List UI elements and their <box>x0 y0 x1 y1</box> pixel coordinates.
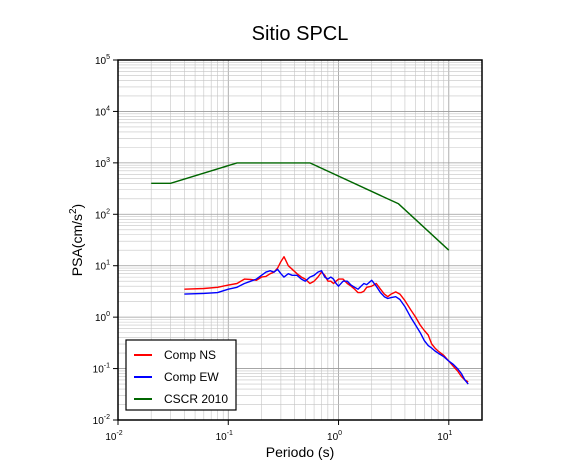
y-tick-label: 101 <box>95 260 110 273</box>
y-tick-label: 100 <box>95 311 110 324</box>
y-tick-base: 10 <box>93 416 105 427</box>
x-tick-base: 10 <box>216 432 228 443</box>
plot-frame <box>117 59 483 421</box>
y-tick-exp: 0 <box>106 311 110 318</box>
series-line-cscr <box>151 162 450 251</box>
x-tick-exp: -2 <box>116 430 122 437</box>
y-axis-label-base: PSA(cm/s <box>69 214 85 276</box>
series-lines <box>151 162 469 385</box>
y-tick-label: 103 <box>95 157 110 170</box>
y-tick-base: 10 <box>95 262 107 273</box>
x-axis-label: Periodo (s) <box>266 444 334 460</box>
y-tick-exp: 2 <box>106 208 110 215</box>
legend-label-cscr: CSCR 2010 <box>164 392 228 406</box>
y-tick-label: 105 <box>95 54 110 67</box>
y-tick-base: 10 <box>95 210 107 221</box>
legend-label-ew: Comp EW <box>164 370 219 384</box>
y-tick-exp: 3 <box>106 157 110 164</box>
y-tick-base: 10 <box>95 159 107 170</box>
x-tick-label: 101 <box>437 430 452 443</box>
y-tick-exp: 5 <box>106 54 110 61</box>
y-tick-label: 102 <box>95 208 110 221</box>
x-tick-label: 10-2 <box>105 430 122 443</box>
x-tick-label: 100 <box>327 430 342 443</box>
x-tick-base: 10 <box>437 432 449 443</box>
x-tick-exp: -1 <box>227 430 233 437</box>
y-axis-label-close: ) <box>69 204 85 209</box>
y-axis-label-exp: 2 <box>68 208 79 214</box>
chart-title: Sitio SPCL <box>252 23 349 45</box>
y-tick-label: 10-2 <box>93 414 110 427</box>
y-tick-base: 10 <box>95 56 107 67</box>
y-tick-exp: 4 <box>106 105 110 112</box>
y-tick-exp: -1 <box>104 363 110 370</box>
legend-label-ns: Comp NS <box>164 348 216 362</box>
x-tick-base: 10 <box>327 432 339 443</box>
y-tick-label: 104 <box>95 105 110 118</box>
y-tick-base: 10 <box>93 365 105 376</box>
legend: Comp NS Comp EW CSCR 2010 <box>125 339 237 411</box>
y-tick-exp: -2 <box>104 414 110 421</box>
x-tick-base: 10 <box>105 432 117 443</box>
x-tick-label: 10-1 <box>216 430 233 443</box>
y-tick-exp: 1 <box>106 260 110 267</box>
series-line-ew <box>184 268 469 385</box>
y-tick-base: 10 <box>95 313 107 324</box>
y-tick-base: 10 <box>95 107 107 118</box>
x-tick-exp: 1 <box>448 430 452 437</box>
x-tick-exp: 0 <box>338 430 342 437</box>
y-axis-label: PSA(cm/s2) <box>68 204 85 276</box>
y-tick-label: 10-1 <box>93 363 110 376</box>
